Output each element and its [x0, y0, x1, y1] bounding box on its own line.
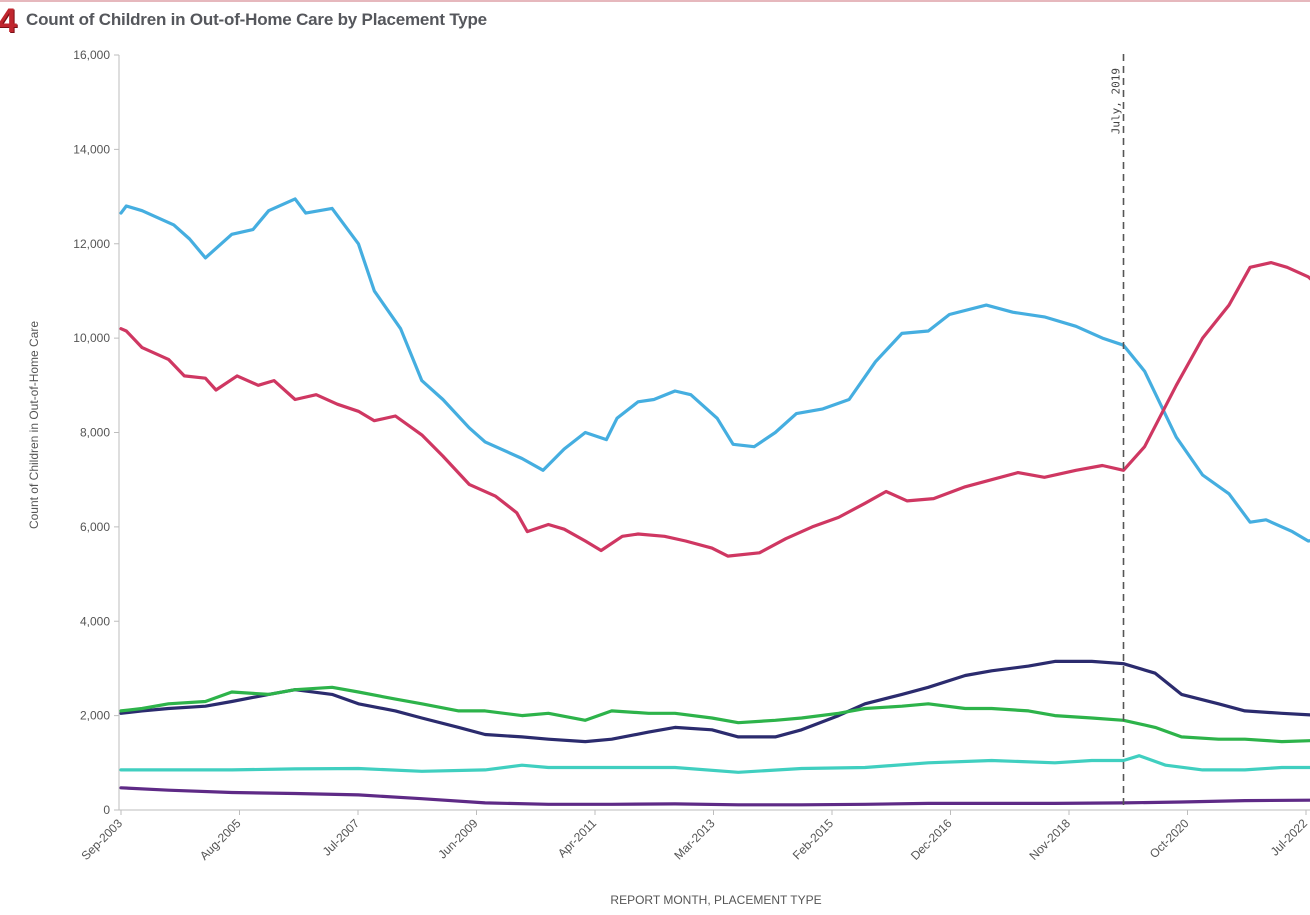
- y-tick-label: 4,000: [80, 614, 110, 628]
- series-line-6: [119, 786, 1310, 807]
- x-tick-label: Dec-2016: [908, 816, 955, 863]
- series-line-1: [119, 197, 1310, 543]
- x-tick-label: Feb-2015: [790, 816, 836, 862]
- chart-title: Count of Children in Out-of-Home Care by…: [26, 10, 487, 29]
- x-tick-label: Jul-2007: [320, 816, 363, 859]
- y-tick-label: 6,000: [80, 520, 110, 534]
- x-tick-label: Sep-2003: [78, 816, 125, 863]
- y-tick-label: 14,000: [73, 142, 110, 156]
- x-tick-label: Aug-2005: [197, 816, 244, 863]
- x-axis: Sep-2003 Aug-2005 Jul-2007 Jun-2009 Apr-2011…: [78, 809, 1310, 863]
- series-line-5: [119, 754, 1310, 774]
- y-axis: 0 2,000 4,000 6,000 8,000 10,000 12,000 14,000 1…: [73, 48, 120, 817]
- x-tick-label: Apr-2011: [555, 816, 599, 860]
- series-line-4: [119, 685, 1310, 744]
- x-tick-label: Nov-2018: [1026, 816, 1073, 863]
- series-line-3: [119, 659, 1310, 744]
- step-number-badge: 4: [0, 2, 17, 40]
- y-tick-label: 10,000: [73, 331, 110, 345]
- x-tick-label: Mar-2013: [671, 816, 717, 862]
- y-axis-title: Count of Children in Out-of-Home Care: [27, 321, 41, 529]
- y-tick-label: 0: [103, 803, 110, 817]
- x-tick-label: Oct-2020: [1147, 816, 1192, 861]
- x-tick-label: Jun-2009: [435, 816, 481, 862]
- y-tick-label: 8,000: [80, 426, 110, 440]
- x-tick-label: Jul-2022: [1268, 816, 1310, 859]
- x-axis-title: REPORT MONTH, PLACEMENT TYPE: [610, 893, 821, 907]
- y-tick-label: 12,000: [73, 237, 110, 251]
- y-tick-label: 2,000: [80, 709, 110, 723]
- y-tick-label: 16,000: [73, 48, 110, 62]
- series-layer: [119, 197, 1310, 807]
- series-line-2: [119, 261, 1310, 558]
- annotation-layer: July, 2019: [1110, 54, 1125, 810]
- annotation-label: July, 2019: [1110, 68, 1123, 134]
